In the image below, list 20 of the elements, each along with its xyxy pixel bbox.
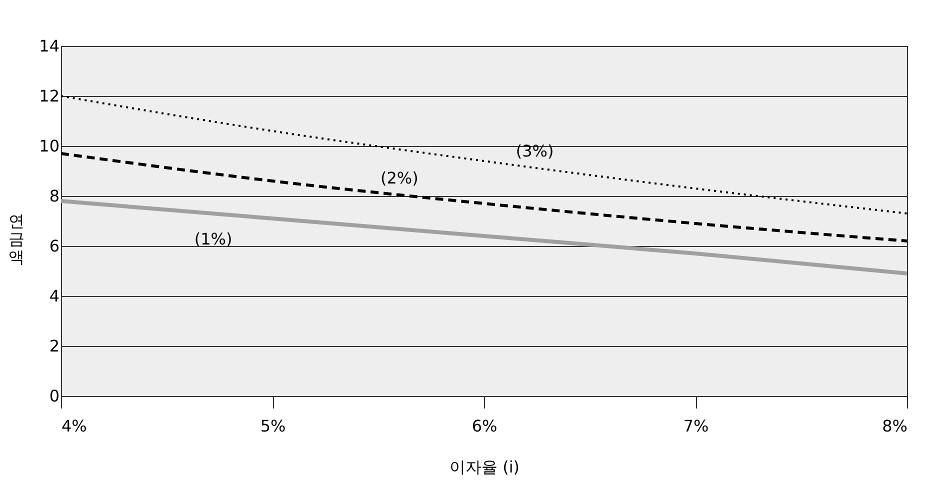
line-series bbox=[59, 199, 909, 276]
x-axis-title: 이자율 (i) bbox=[449, 458, 520, 476]
y-tick-label: 8 bbox=[49, 186, 60, 206]
series-label: (2%) bbox=[380, 168, 418, 188]
y-axis-title: 연금액 bbox=[8, 212, 24, 266]
y-tick-label: 4 bbox=[49, 286, 60, 306]
x-tick-label: 5% bbox=[260, 416, 286, 436]
y-tick-label: 2 bbox=[49, 336, 60, 356]
series-label: (1%) bbox=[194, 230, 232, 249]
y-tick-label: 0 bbox=[49, 386, 60, 406]
y-tick-label: 12 bbox=[39, 86, 60, 106]
y-tick-label: 14 bbox=[39, 36, 60, 56]
x-tick-label: 4% bbox=[62, 416, 87, 436]
series-label: (3%) bbox=[516, 142, 554, 161]
line-series bbox=[60, 95, 908, 214]
y-tick-label: 6 bbox=[49, 236, 60, 256]
x-tick-label: 6% bbox=[472, 416, 498, 436]
y-tick-label: 10 bbox=[39, 136, 60, 156]
x-tick-label: 7% bbox=[683, 416, 709, 436]
x-tick-label: 8% bbox=[882, 416, 908, 436]
